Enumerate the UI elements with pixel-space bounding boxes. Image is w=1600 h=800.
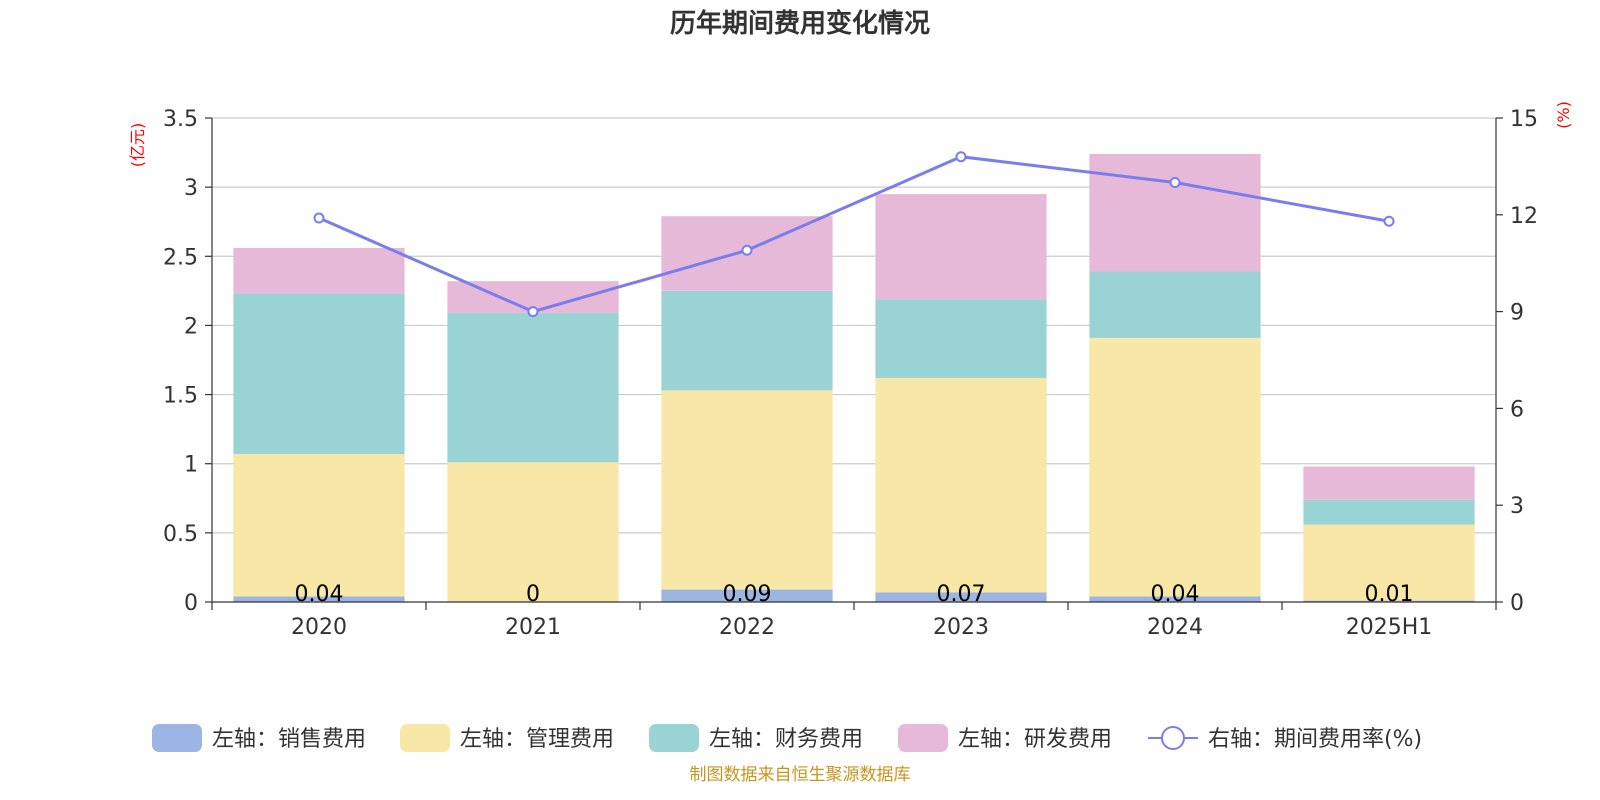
bar-segment [661,290,833,391]
right-axis-tick-label: 6 [1510,397,1524,422]
bar-segment [447,462,619,602]
x-axis-label: 2021 [505,615,561,640]
bar-segment [447,312,619,463]
bar-series [233,153,1475,602]
data-label: 0 [526,582,540,607]
x-axis-label: 2024 [1147,615,1203,640]
data-label: 0.04 [1151,582,1200,607]
rate-point [313,212,325,224]
left-axis-unit: (亿元) [128,123,147,168]
bar-segment [661,589,833,602]
bar-segment [875,592,1047,602]
legend-swatch [898,724,948,752]
bar-segment [875,299,1047,378]
left-axis-tick-label: 2.5 [163,245,198,270]
bar-segment [233,247,405,294]
legend-swatch [152,724,202,752]
left-axis-tick-label: 0 [184,591,198,616]
legend-item[interactable]: 左轴：销售费用 [152,724,366,752]
legend-swatch [649,724,699,752]
left-axis-tick-label: 2 [184,314,198,339]
legend-swatch [400,724,450,752]
x-axis-label: 2025H1 [1346,615,1433,640]
data-label: 0.01 [1365,582,1414,607]
legend-item[interactable]: 左轴：管理费用 [400,724,614,752]
x-axis-label: 2020 [291,615,347,640]
x-axis-label: 2022 [719,615,775,640]
gridlines [212,117,1496,534]
axes: 0 0.5 1 1.5 2 2.5 3 3.5 0 3 6 9 12 15 2020 2021 2022 2023… [163,107,1538,640]
left-axis-tick-label: 0.5 [163,522,198,547]
left-axis-tick-label: 1.5 [163,384,198,409]
left-axis-tick-label: 3 [184,176,198,201]
rate-point [955,151,967,163]
x-axis-label: 2023 [933,615,989,640]
bar-segment [1089,596,1261,602]
bar-segment [1303,466,1475,500]
right-axis-unit: (%) [1554,101,1573,129]
rate-point [527,306,539,318]
data-label: 0.09 [723,582,772,607]
data-labels: 0.04 0 0.09 0.07 0.04 0.01 [295,582,1414,607]
source-note: 制图数据来自恒生聚源数据库 [690,765,911,785]
rate-point [741,244,753,256]
right-axis-tick-label: 12 [1510,204,1538,229]
bar-segment [661,390,833,590]
bar-segment [1089,337,1261,597]
rate-line-series [313,151,1395,318]
bar-segment [1089,271,1261,338]
data-label: 0.04 [295,582,344,607]
rate-point [1383,215,1395,227]
left-axis-tick-label: 1 [184,453,198,478]
bar-segment [1303,600,1475,602]
bar-segment [233,454,405,597]
legend-label: 左轴：财务费用 [709,727,863,752]
legend-label: 左轴：管理费用 [460,727,614,752]
rate-point [1169,177,1181,189]
left-axis-tick-label: 3.5 [163,107,198,132]
right-axis-tick-label: 0 [1510,591,1524,616]
bar-segment [1303,524,1475,601]
legend-label: 左轴：研发费用 [958,727,1112,752]
bar-segment [233,293,405,455]
legend-label: 右轴：期间费用率(%) [1208,727,1422,752]
right-axis-tick-label: 3 [1510,494,1524,519]
right-axis-tick-label: 9 [1510,301,1524,326]
bar-segment [1303,499,1475,525]
legend-item[interactable]: 右轴：期间费用率(%) [1148,726,1422,752]
legend-item[interactable]: 左轴：研发费用 [898,724,1112,752]
chart-title: 历年期间费用变化情况 [670,8,930,39]
data-label: 0.07 [937,582,986,607]
bar-segment [1089,153,1261,272]
rate-line [318,155,1390,314]
legend-item[interactable]: 左轴：财务费用 [649,724,863,752]
legend[interactable]: 左轴：销售费用 左轴：管理费用 左轴：财务费用 左轴：研发费用 右轴：期间费用率(%) [152,724,1422,752]
bar-segment [233,596,405,602]
right-axis-tick-label: 15 [1510,107,1538,132]
legend-marker [1161,726,1185,750]
legend-label: 左轴：销售费用 [212,727,366,752]
bar-segment [875,377,1047,593]
bar-segment [875,194,1047,300]
